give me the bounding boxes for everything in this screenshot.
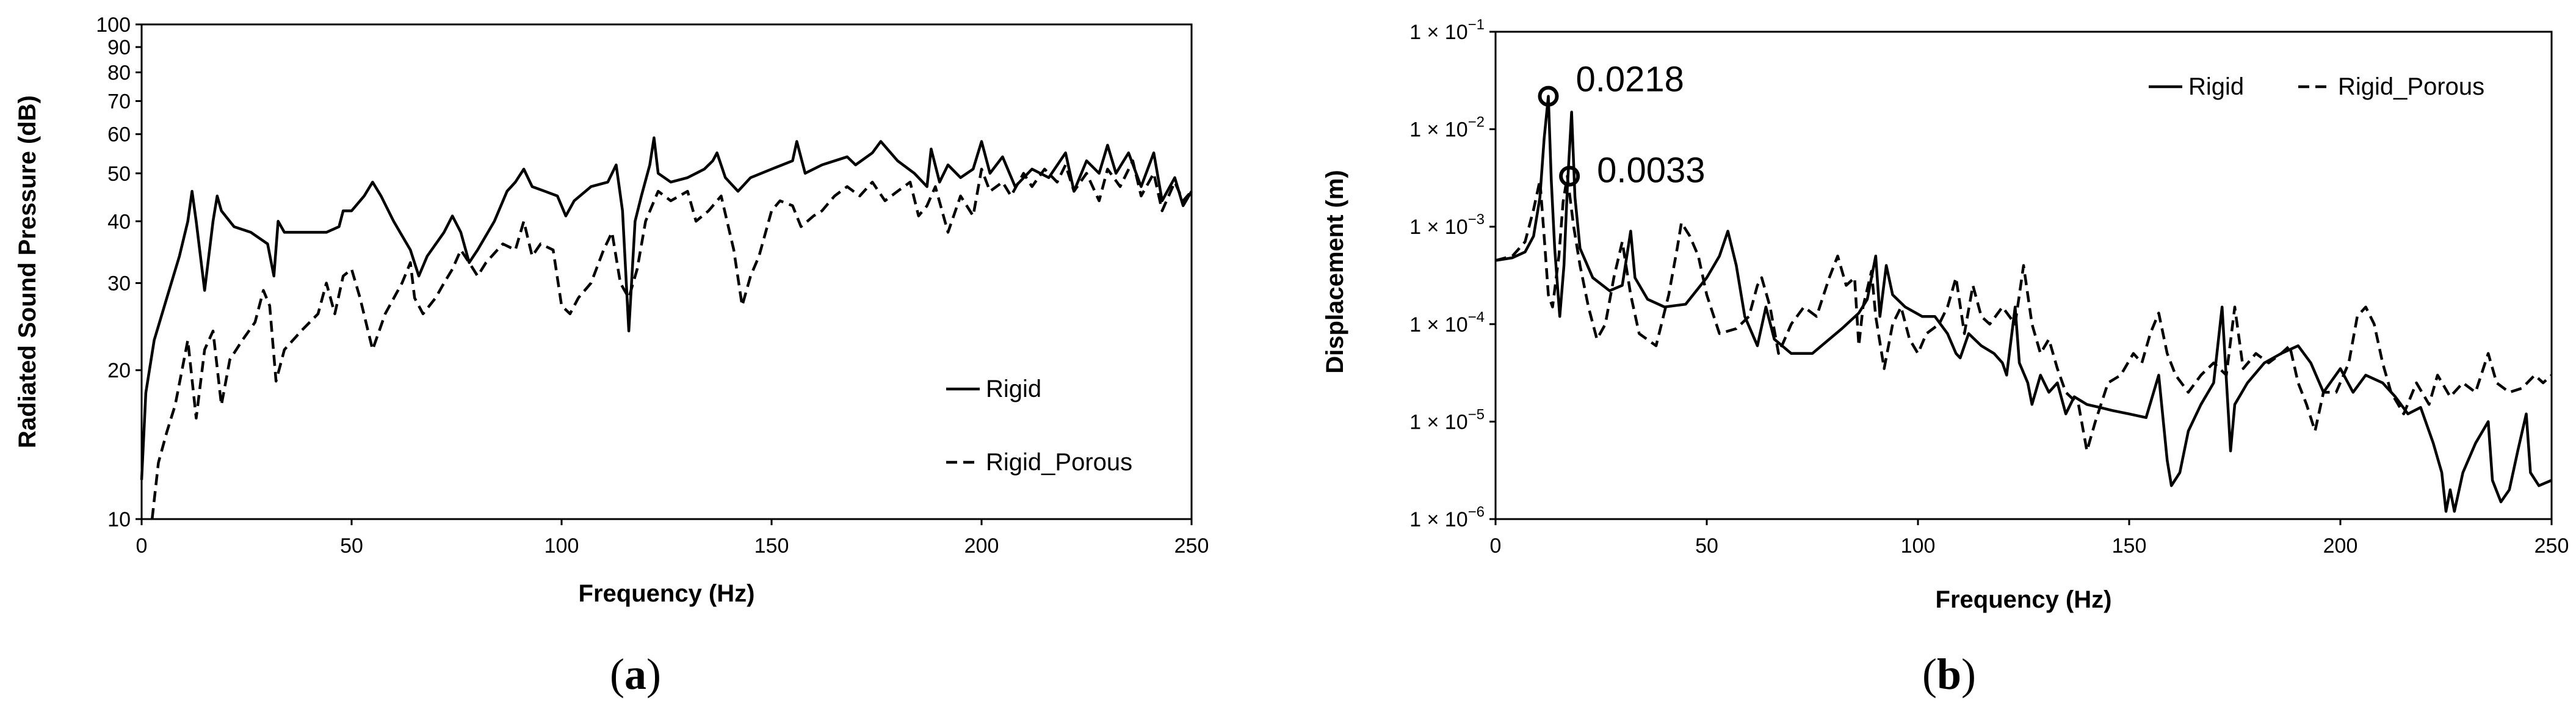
y-tick-value: 80 (107, 61, 131, 84)
y-tick-label: 1 × 10−5 (1409, 406, 1485, 434)
plot-area-frame (1496, 32, 2552, 519)
y-tick-exponent: −2 (1468, 114, 1485, 131)
y-tick-base: 1 × 10 (1409, 118, 1467, 142)
y-tick-value: 70 (107, 90, 131, 113)
y-tick-label: 100 (96, 13, 131, 37)
y-tick-value: 60 (107, 123, 131, 147)
y-tick-label: 1 × 10−2 (1409, 114, 1485, 142)
y-tick-value: 30 (107, 272, 131, 296)
y-tick-label: 1 × 10−4 (1409, 309, 1485, 336)
peak-label: 0.0218 (1576, 60, 1684, 100)
series-line-rigid (142, 138, 1192, 480)
chart-panel-a: 050100150200250102030405060708090100 Fre… (14, 13, 1209, 699)
y-tick-label: 1 × 10−6 (1409, 504, 1485, 531)
x-tick-label: 50 (340, 534, 363, 558)
caption-a-letter: a (624, 650, 646, 699)
x-tick-label: 0 (1490, 534, 1502, 558)
y-tick-exponent: −6 (1468, 504, 1485, 520)
y-tick-base: 1 × 10 (1409, 21, 1467, 44)
plot-area-frame (142, 24, 1192, 519)
x-tick-label: 150 (754, 534, 789, 558)
y-tick-exponent: −1 (1468, 16, 1485, 33)
y-tick-value: 90 (107, 36, 131, 59)
x-axis-title: Frequency (Hz) (579, 580, 755, 607)
y-tick-exponent: −3 (1468, 211, 1485, 228)
x-tick-label: 100 (1901, 534, 1936, 558)
chart-panel-b: 0501001502002501 × 10−61 × 10−51 × 10−41… (1322, 16, 2569, 699)
legend-label-rigid: Rigid (986, 376, 1041, 402)
legend-label-rigid: Rigid (2188, 73, 2244, 100)
caption-b-letter: b (1937, 650, 1961, 699)
y-tick-value: 20 (107, 359, 131, 382)
x-tick-label: 200 (2323, 534, 2358, 558)
y-tick-value: 50 (107, 162, 131, 186)
y-tick-label: 20 (107, 359, 131, 382)
x-axis-title: Frequency (Hz) (1936, 586, 2112, 613)
legend-label-rigid-porous: Rigid_Porous (986, 449, 1132, 476)
y-tick-value: 100 (96, 13, 131, 37)
legend-label-rigid-porous: Rigid_Porous (2338, 73, 2484, 100)
y-tick-label: 30 (107, 272, 131, 296)
caption-a: (a) (610, 650, 661, 699)
legend: Rigid Rigid_Porous (946, 376, 1132, 476)
y-tick-base: 1 × 10 (1409, 216, 1467, 239)
y-tick-label: 50 (107, 162, 131, 186)
caption-b: (b) (1922, 650, 1976, 699)
y-tick-base: 1 × 10 (1409, 508, 1467, 531)
x-tick-label: 100 (545, 534, 579, 558)
y-tick-label: 1 × 10−3 (1409, 211, 1485, 239)
y-axis-title: Radiated Sound Pressure (dB) (14, 95, 41, 448)
x-tick-label: 200 (964, 534, 999, 558)
y-tick-label: 40 (107, 210, 131, 233)
y-tick-label: 90 (107, 36, 131, 59)
y-tick-label: 80 (107, 61, 131, 84)
x-tick-label: 0 (136, 534, 148, 558)
x-tick-label: 50 (1695, 534, 1718, 558)
legend: Rigid Rigid_Porous (2149, 73, 2484, 100)
y-tick-value: 40 (107, 210, 131, 233)
x-tick-label: 250 (2534, 534, 2569, 558)
y-tick-exponent: −4 (1468, 309, 1485, 325)
y-tick-label: 70 (107, 90, 131, 113)
y-tick-label: 60 (107, 123, 131, 147)
y-tick-base: 1 × 10 (1409, 410, 1467, 434)
x-tick-label: 150 (2112, 534, 2147, 558)
y-tick-base: 1 × 10 (1409, 313, 1467, 336)
y-tick-value: 10 (107, 508, 131, 531)
y-tick-exponent: −5 (1468, 406, 1485, 423)
series-line-rigid-porous (1496, 176, 2552, 451)
x-tick-label: 250 (1174, 534, 1209, 558)
peak-label: 0.0033 (1597, 150, 1705, 190)
y-tick-label: 10 (107, 508, 131, 531)
y-axis-title: Displacement (m) (1322, 170, 1348, 373)
y-tick-label: 1 × 10−1 (1409, 16, 1485, 44)
